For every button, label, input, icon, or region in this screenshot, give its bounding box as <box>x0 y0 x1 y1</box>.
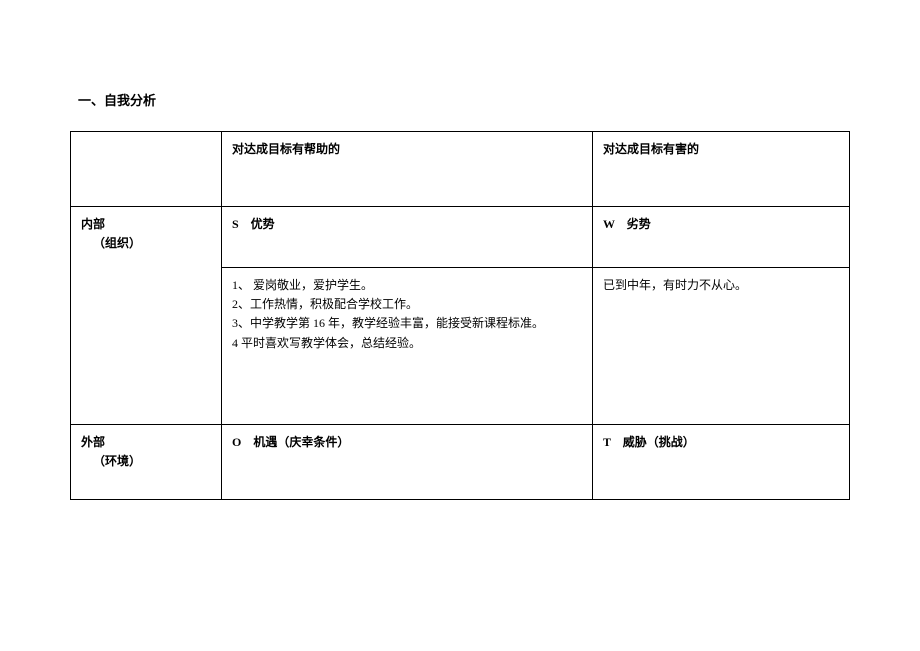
cell-o-label: O 机遇（庆幸条件） <box>222 425 593 500</box>
internal-line1: 内部 <box>81 217 105 231</box>
header-cell-blank <box>71 132 222 207</box>
cell-w-label: W 劣势 <box>593 207 850 268</box>
document-page: 一、自我分析 对达成目标有帮助的 对达成目标有害的 内部 （组织） S 优势 W… <box>0 0 920 651</box>
table-row-header: 对达成目标有帮助的 对达成目标有害的 <box>71 132 850 207</box>
cell-s-label: S 优势 <box>222 207 593 268</box>
external-line1: 外部 <box>81 435 105 449</box>
external-line2: （环境） <box>93 452 211 471</box>
internal-line2: （组织） <box>93 234 211 253</box>
cell-external-label: 外部 （环境） <box>71 425 222 500</box>
table-row-external-labels: 外部 （环境） O 机遇（庆幸条件） T 威胁（挑战） <box>71 425 850 500</box>
cell-w-content: 已到中年，有时力不从心。 <box>593 268 850 425</box>
swot-table: 对达成目标有帮助的 对达成目标有害的 内部 （组织） S 优势 W 劣势 1、 … <box>70 131 850 500</box>
header-cell-helpful: 对达成目标有帮助的 <box>222 132 593 207</box>
header-cell-harmful: 对达成目标有害的 <box>593 132 850 207</box>
section-heading: 一、自我分析 <box>78 90 850 109</box>
table-row-internal-labels: 内部 （组织） S 优势 W 劣势 <box>71 207 850 268</box>
cell-internal-label: 内部 （组织） <box>71 207 222 425</box>
cell-t-label: T 威胁（挑战） <box>593 425 850 500</box>
cell-s-content: 1、 爱岗敬业，爱护学生。 2、工作热情，积极配合学校工作。 3、中学教学第 1… <box>222 268 593 425</box>
